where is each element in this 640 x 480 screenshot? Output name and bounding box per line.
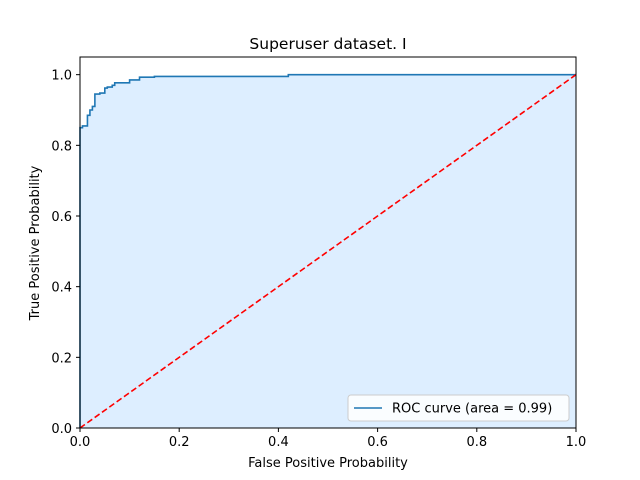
y-tick-label: 0.6 <box>51 210 72 225</box>
diagonal-reference-line <box>79 74 577 429</box>
plot-frame <box>79 56 577 429</box>
x-tick-label: 0.4 <box>268 435 289 450</box>
chart-title: Superuser dataset. I <box>249 35 406 53</box>
legend-frame <box>347 394 570 422</box>
legend: ROC curve (area = 0.99) <box>347 394 570 422</box>
roc-fill-area <box>80 74 576 429</box>
x-tick-label: 0.6 <box>367 435 388 450</box>
x-tick-label: 0.2 <box>169 435 190 450</box>
x-tick-label: 0.0 <box>70 435 91 450</box>
x-axis-label: False Positive Probability <box>248 456 408 471</box>
roc-curve-line <box>79 73 576 428</box>
legend-label-roc: ROC curve (area = 0.99) <box>392 402 552 417</box>
y-axis-label: True Positive Probability <box>28 165 43 321</box>
x-tick-label: 1.0 <box>566 435 587 450</box>
y-tick-label: 0.4 <box>51 281 72 296</box>
y-tick-label: 0.8 <box>51 139 72 154</box>
y-tick-label: 0.2 <box>51 351 72 366</box>
y-tick-label: 1.0 <box>51 69 72 84</box>
y-tick-label: 0.0 <box>51 422 72 437</box>
x-tick-label: 0.8 <box>466 435 487 450</box>
